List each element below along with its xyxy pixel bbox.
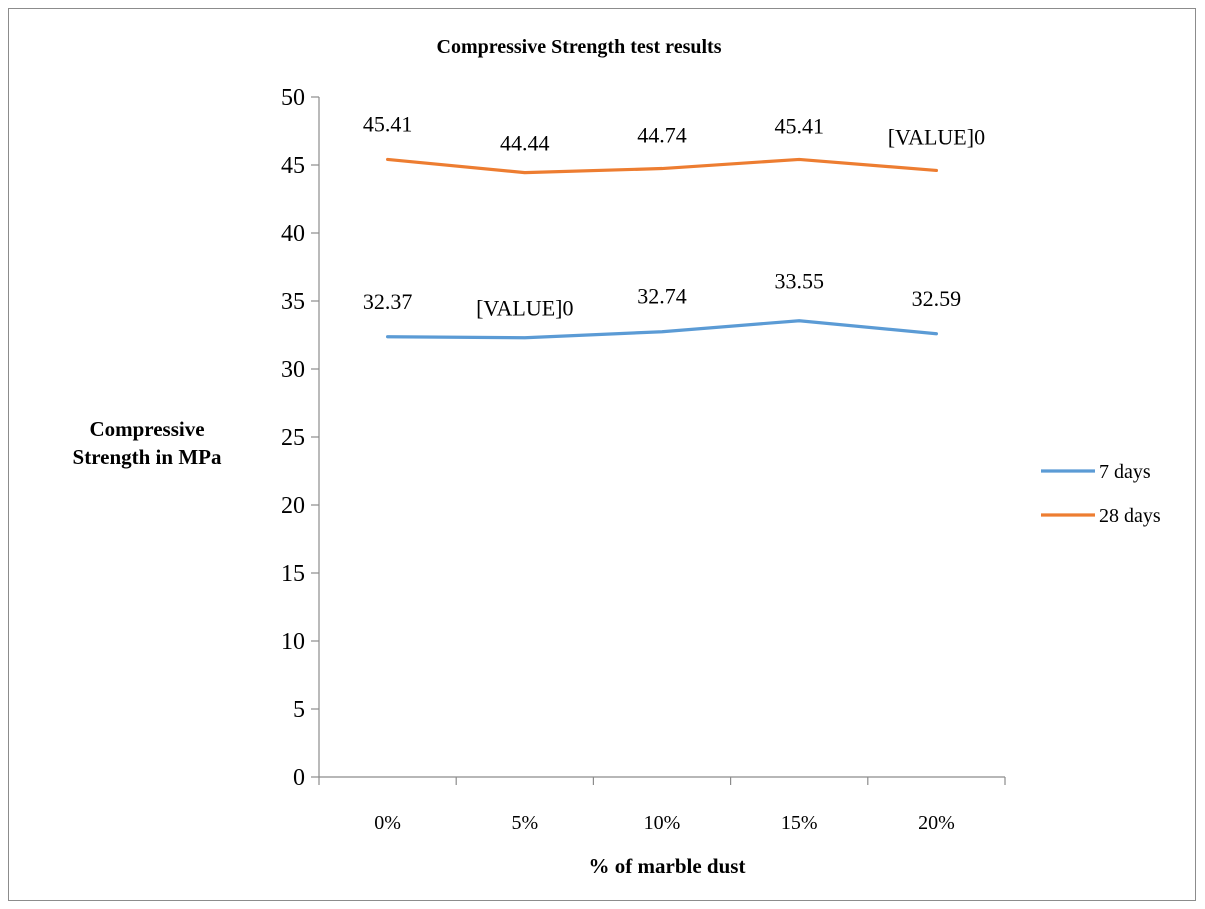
data-label: 45.41 (774, 113, 824, 138)
data-label: [VALUE]0 (476, 296, 573, 321)
series-line-28-days (386, 157, 939, 175)
y-tick-label: 40 (281, 221, 305, 247)
data-labels: 32.37 [VALUE]0 32.74 33.55 32.59 45.41 44.44 44… (363, 111, 985, 320)
line-chart: Compressive Strength test results Compre… (73, 36, 1161, 878)
y-tick-label: 10 (281, 629, 305, 655)
y-tick-label: 45 (281, 153, 305, 179)
data-label: [VALUE]0 (888, 124, 985, 149)
y-tick-label: 30 (281, 357, 305, 383)
y-tick-label: 0 (293, 765, 305, 791)
x-tick-label: 10% (644, 812, 681, 834)
y-tick-label: 5 (293, 697, 305, 723)
y-axis-label: Compressive Strength in MPa (73, 417, 222, 469)
data-label: 32.74 (637, 284, 687, 309)
chart-title: Compressive Strength test results (437, 36, 722, 58)
x-ticks: 0% 5% 10% 15% 20% (318, 777, 1006, 834)
y-tick-label: 15 (281, 561, 305, 587)
data-label: 32.37 (363, 289, 413, 314)
chart-frame: Compressive Strength test results Compre… (8, 8, 1196, 901)
x-tick-label: 20% (918, 812, 955, 834)
legend: 7 days 28 days (1041, 461, 1161, 527)
series-line-7-days (386, 319, 939, 340)
legend-label: 28 days (1099, 505, 1161, 527)
y-axis-label-line-2: Strength in MPa (73, 445, 222, 469)
x-tick-label: 5% (511, 812, 538, 834)
data-label: 45.41 (363, 111, 413, 136)
legend-label: 7 days (1099, 461, 1151, 483)
y-tick-label: 25 (281, 425, 305, 451)
y-tick-label: 20 (281, 493, 305, 519)
data-label: 32.59 (912, 286, 962, 311)
series-lines (386, 157, 939, 340)
x-tick-label: 15% (781, 812, 818, 834)
data-label: 44.44 (500, 131, 550, 156)
y-tick-label: 35 (281, 289, 305, 315)
y-tick-label: 50 (281, 85, 305, 111)
x-axis-label: % of marble dust (589, 854, 746, 878)
axes (318, 97, 1005, 778)
y-ticks: 0 5 10 15 20 25 30 35 40 45 50 (281, 85, 319, 791)
data-label: 33.55 (774, 269, 824, 294)
y-axis-label-line-1: Compressive (89, 417, 204, 441)
x-tick-label: 0% (374, 812, 401, 834)
data-label: 44.74 (637, 123, 687, 148)
